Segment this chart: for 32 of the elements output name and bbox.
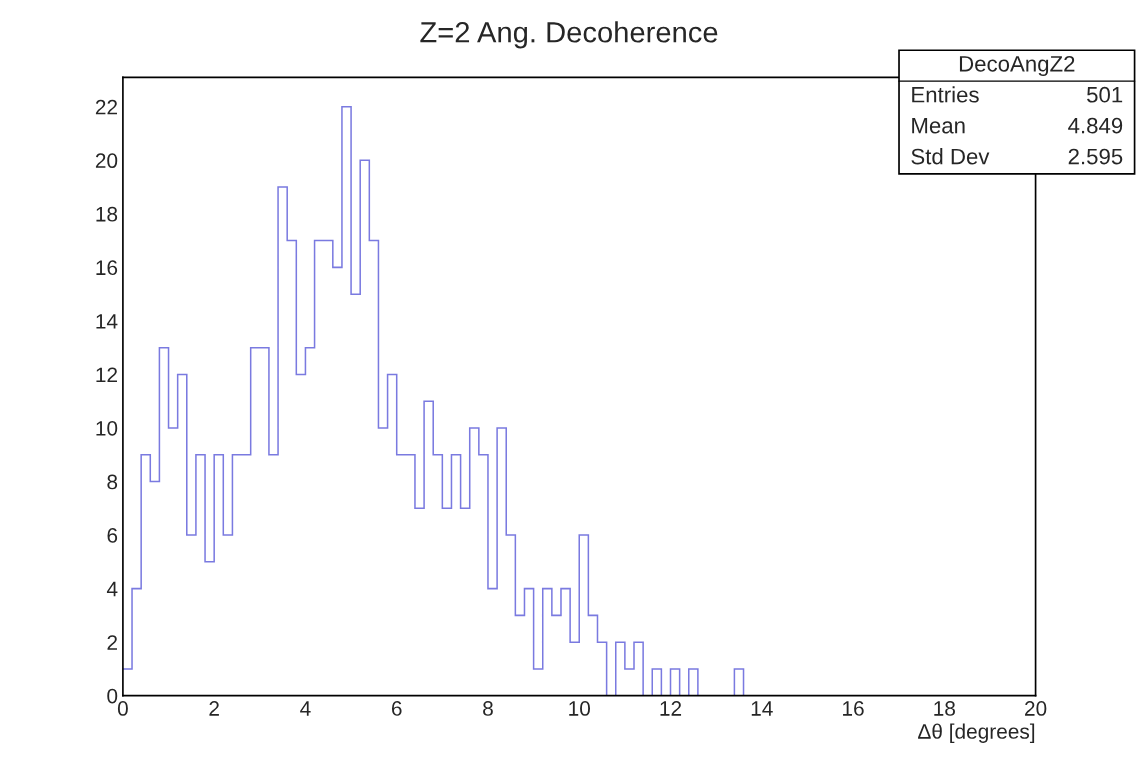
y-tick-label: 6 — [107, 528, 118, 543]
y-tick-label: 14 — [96, 314, 118, 329]
x-axis-title: Δθ [degrees] — [918, 723, 1035, 743]
y-tick-label: 10 — [96, 421, 118, 436]
y-tick-label: 8 — [107, 474, 118, 490]
x-tick-label: 4 — [300, 701, 311, 716]
y-tick-label: 16 — [96, 260, 118, 276]
y-tick-label: 20 — [95, 153, 118, 169]
x-tick-label: 2 — [209, 701, 219, 716]
y-tick-label: 0 — [107, 688, 118, 704]
annotation: Entries — [912, 86, 979, 103]
x-tick-label: 14 — [751, 701, 773, 716]
x-tick-label: 16 — [843, 701, 864, 716]
y-tick-label: 2 — [107, 635, 117, 650]
annotation: Std Dev — [911, 148, 990, 165]
x-tick-label: 0 — [117, 701, 128, 716]
text: 2.595 — [1068, 148, 1123, 165]
y-tick-label: 12 — [96, 367, 117, 382]
x-tick-label: 12 — [660, 701, 682, 716]
x-tick-label: 6 — [391, 701, 402, 716]
x-tick-label: 20 — [1025, 701, 1047, 716]
y-tick-label: 22 — [95, 99, 117, 115]
annotation: Mean — [912, 118, 965, 134]
x-tick-label: 10 — [569, 701, 591, 716]
text: DecoAngZ2 — [959, 55, 1075, 77]
x-tick-label: 8 — [483, 701, 493, 716]
x-tick-label: 18 — [934, 701, 955, 716]
y-tick-label: 4 — [106, 581, 118, 597]
chart-title: Z=2 Ang. Decoherence — [420, 21, 718, 49]
y-tick-label: 18 — [96, 206, 118, 222]
text: 4.849 — [1068, 117, 1123, 134]
text: 501 — [1087, 86, 1123, 103]
